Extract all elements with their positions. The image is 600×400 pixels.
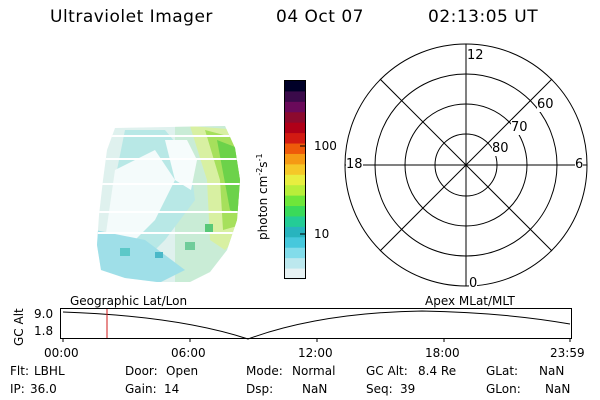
colorbar-label: photon cm-2s-1 xyxy=(255,153,270,240)
mlt-label-6: 6 xyxy=(575,157,584,172)
lat-label-80: 80 xyxy=(492,141,509,156)
colorbar-cell xyxy=(285,216,305,228)
status-seq-value: 39 xyxy=(400,382,416,396)
colorbar-cell xyxy=(285,185,305,197)
colorbar-cell xyxy=(285,174,305,186)
mlt-label-12: 12 xyxy=(467,48,484,63)
status-door-value: Open xyxy=(166,364,199,378)
status-glon-value: NaN xyxy=(545,382,571,396)
status-gain-value: 14 xyxy=(164,382,180,396)
colorbar-cell xyxy=(285,258,305,270)
lat-label-70: 70 xyxy=(511,120,528,135)
timeline-xtick-1200: 12:00 xyxy=(298,346,333,360)
timeline-xtick-0000: 00:00 xyxy=(44,346,79,360)
mlt-label-0: 0 xyxy=(469,276,478,291)
colorbar-tick-10: 10 xyxy=(314,227,330,241)
timeline-ytick-high: 9.0 xyxy=(34,307,54,321)
colorbar-cell xyxy=(285,153,305,165)
colorbar-cell xyxy=(285,143,305,155)
lat-label-60: 60 xyxy=(537,97,554,112)
apex-title: Apex MLat/MLT xyxy=(425,294,515,308)
colorbar xyxy=(284,80,306,280)
colorbar-cell xyxy=(285,112,305,124)
colorbar-cell xyxy=(285,206,305,217)
instrument-title: Ultraviolet Imager xyxy=(50,7,213,27)
colorbar-cell xyxy=(285,164,305,176)
date-label: 04 Oct 07 xyxy=(276,7,364,27)
colorbar-cell xyxy=(285,268,305,280)
timeline-xtick-0600: 06:00 xyxy=(171,346,206,360)
status-glat-label: GLat: xyxy=(486,364,519,378)
colorbar-cell xyxy=(285,133,305,145)
timeline-ylabel: GC Alt xyxy=(12,308,26,346)
timeline-xtick-1800: 18:00 xyxy=(425,346,460,360)
colorbar-cell xyxy=(285,237,305,249)
status-seq-label: Seq: xyxy=(366,382,393,396)
status-flt-label: Flt: xyxy=(10,364,29,378)
geographic-title: Geographic Lat/Lon xyxy=(70,294,188,308)
status-glat-value: NaN xyxy=(539,364,565,378)
colorbar-cell xyxy=(285,101,305,113)
time-label: 02:13:05 UT xyxy=(428,7,539,27)
altitude-timeline xyxy=(60,308,572,342)
auroral-image xyxy=(97,126,240,282)
mlt-label-18: 18 xyxy=(346,157,363,172)
status-dsp-value: NaN xyxy=(302,382,328,396)
status-ip-value: 36.0 xyxy=(30,382,57,396)
status-gcalt-label: GC Alt: xyxy=(366,364,408,378)
colorbar-cell xyxy=(285,195,305,207)
status-dsp-label: Dsp: xyxy=(246,382,274,396)
colorbar-cell xyxy=(285,91,305,103)
colorbar-tick-100: 100 xyxy=(314,139,337,153)
colorbar-cell xyxy=(285,247,305,259)
timeline-xtick-2359: 23:59 xyxy=(550,346,585,360)
status-mode-label: Mode: xyxy=(246,364,283,378)
colorbar-cell xyxy=(285,226,305,238)
status-mode-value: Normal xyxy=(292,364,336,378)
status-glon-label: GLon: xyxy=(486,382,521,396)
timeline-ytick-low: 1.8 xyxy=(34,324,54,338)
colorbar-cell xyxy=(285,81,305,92)
colorbar-cell xyxy=(285,122,305,134)
status-ip-label: IP: xyxy=(10,382,25,396)
status-door-label: Door: xyxy=(125,364,158,378)
polar-grid xyxy=(344,43,588,287)
status-gain-label: Gain: xyxy=(125,382,157,396)
status-gcalt-value: 8.4 Re xyxy=(418,364,457,378)
status-flt-value: LBHL xyxy=(34,364,65,378)
